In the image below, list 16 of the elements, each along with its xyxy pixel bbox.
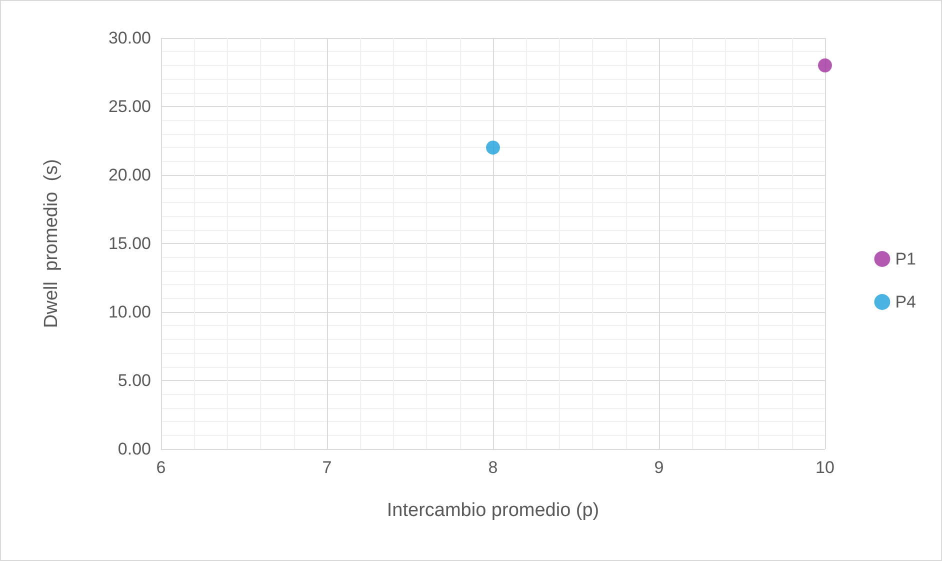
- x-axis-title: Intercambio promedio (p): [386, 500, 600, 521]
- y-tick-label: 20.00: [108, 166, 151, 184]
- y-tick-label: 0.00: [118, 440, 151, 458]
- x-tick-label: 10: [816, 458, 834, 477]
- y-tick-label: 25.00: [108, 97, 151, 116]
- x-tick-label: 7: [322, 458, 332, 477]
- x-tick-label: 8: [488, 458, 498, 477]
- y-tick-label: 15.00: [108, 234, 151, 253]
- y-tick-label: 5.00: [118, 371, 151, 390]
- x-tick-label: 6: [156, 458, 166, 477]
- legend-label: P4: [895, 292, 916, 312]
- y-tick-label: 30.00: [108, 28, 151, 48]
- y-axis-title: Dwell promedio (s): [41, 159, 62, 328]
- y-tick-label: 10.00: [108, 302, 151, 322]
- x-tick-label: 9: [654, 458, 664, 477]
- legend-label: P1: [895, 250, 916, 268]
